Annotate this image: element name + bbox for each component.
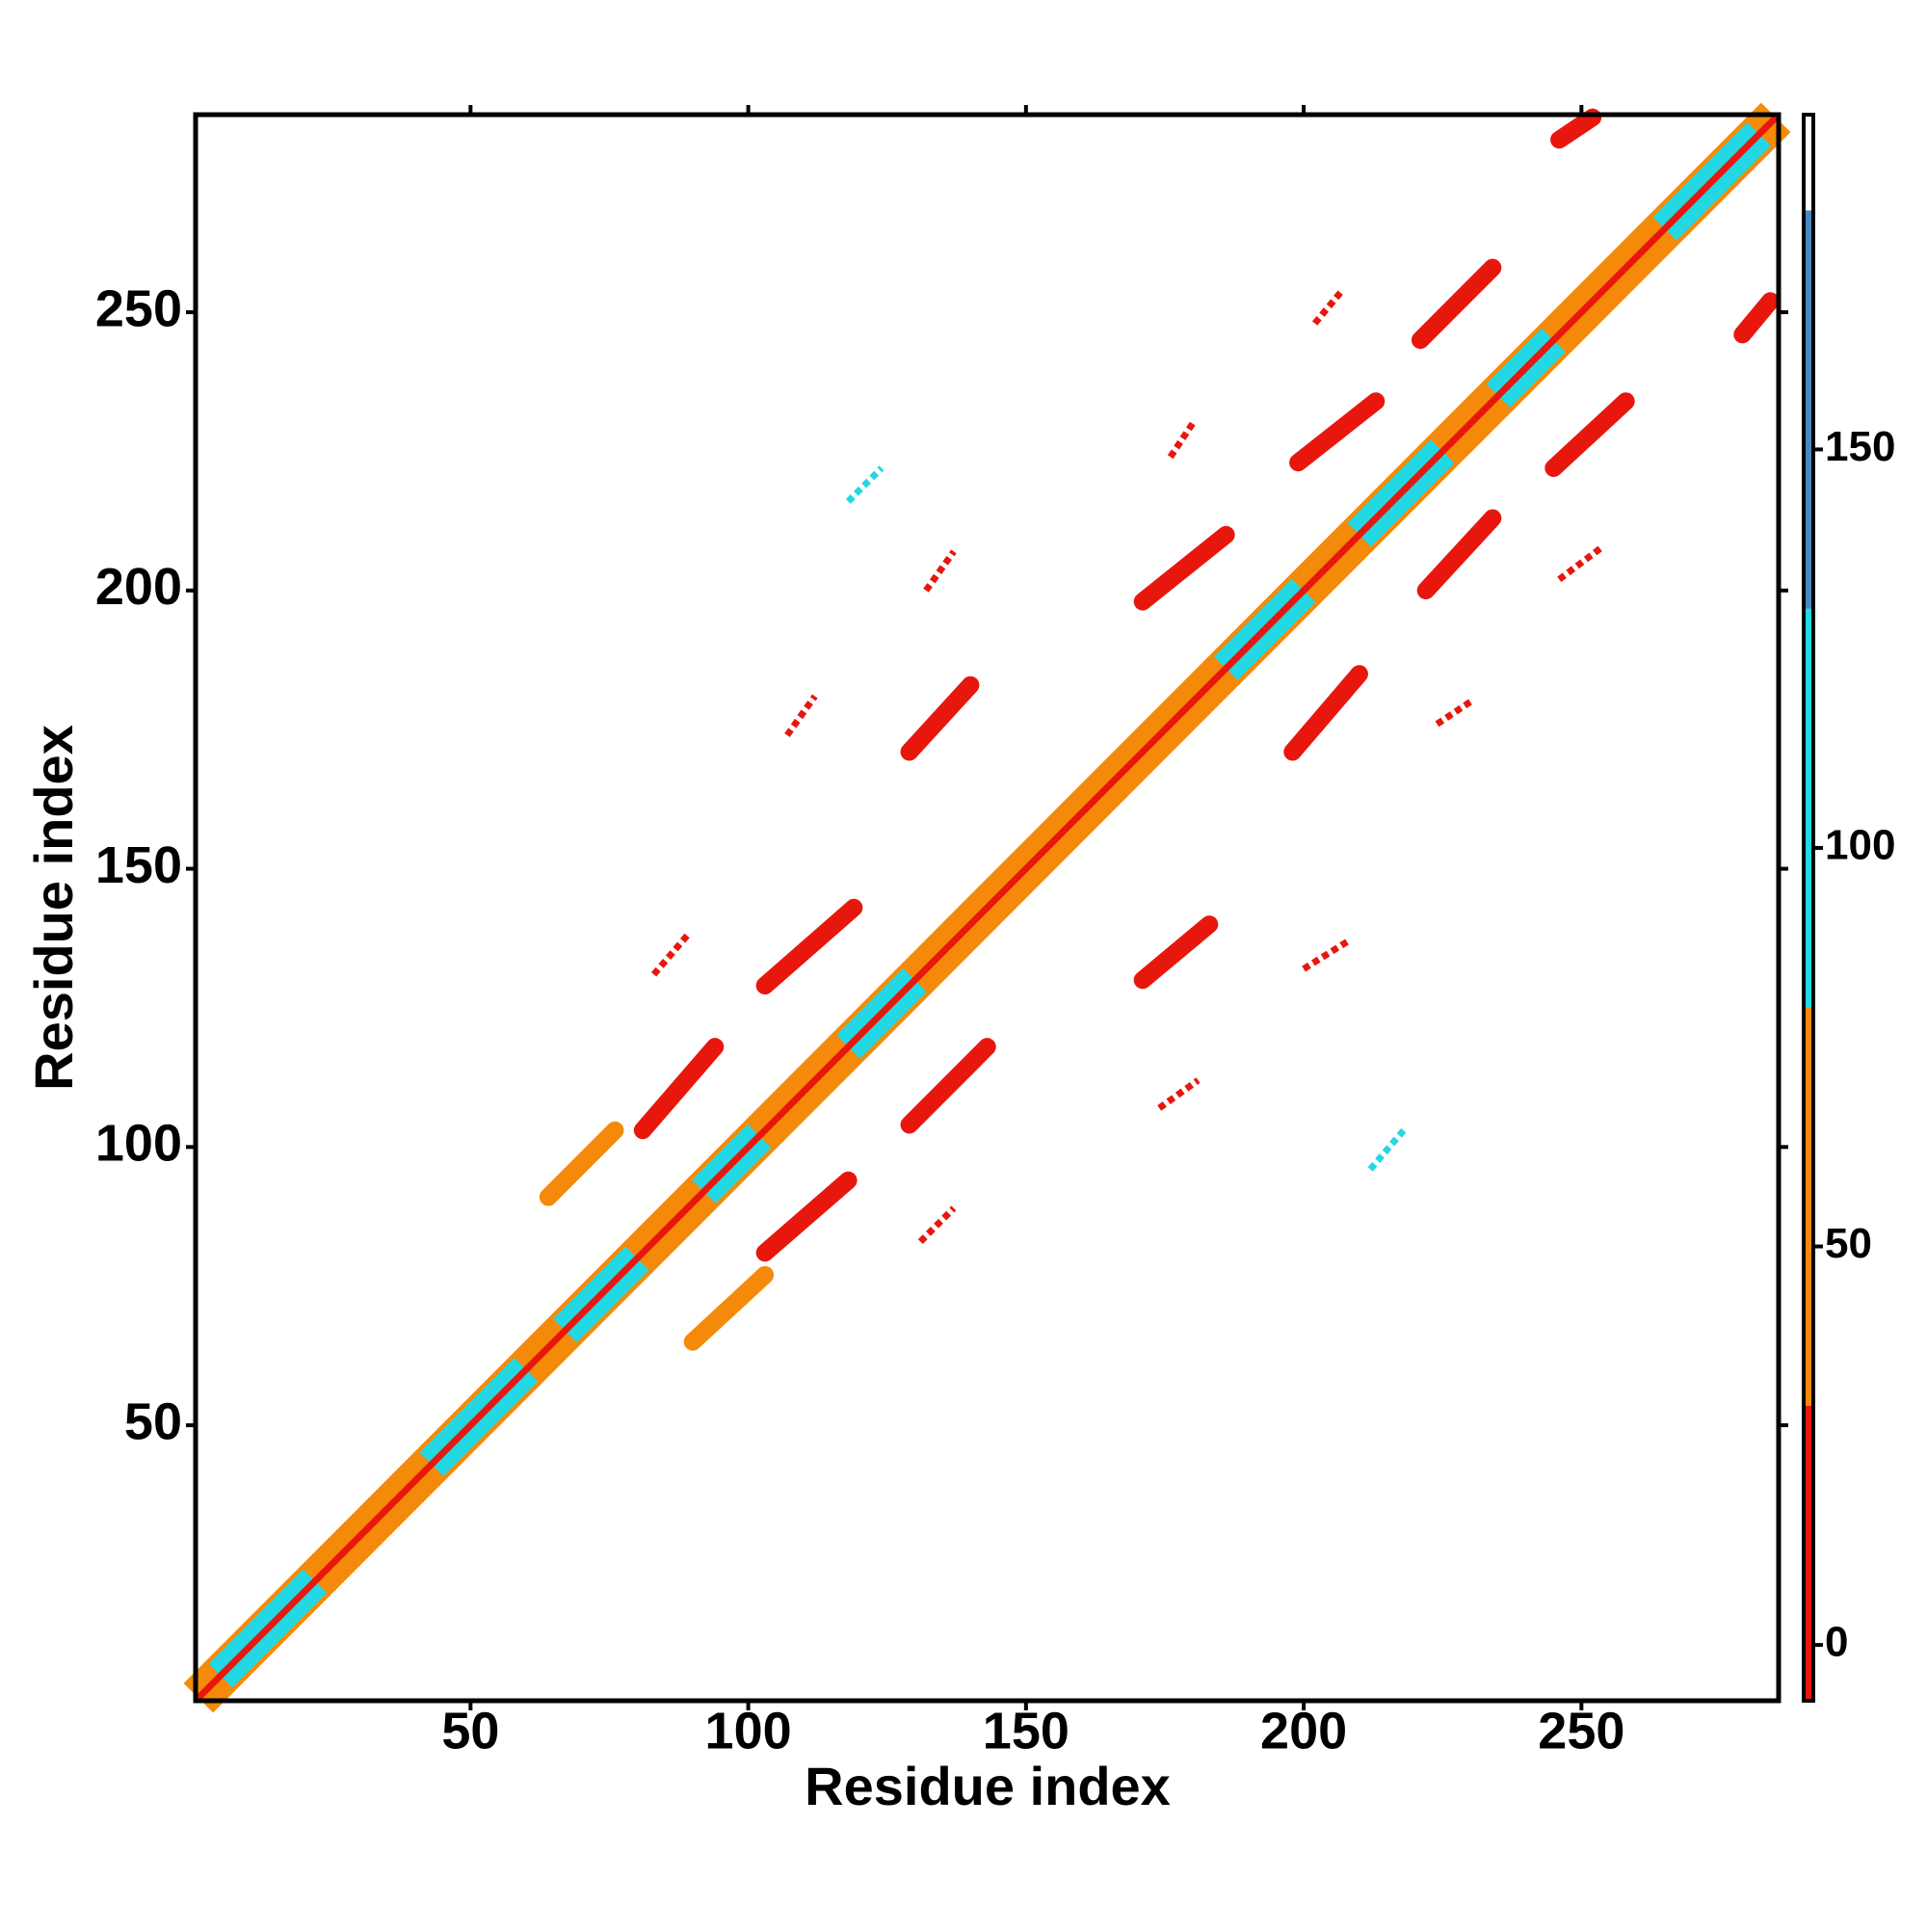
x-tick-label: 250: [1538, 1702, 1624, 1760]
weak-contact: [923, 549, 957, 593]
contact-stripe: [900, 675, 980, 761]
colorbar-segment: [1804, 608, 1813, 1008]
colorbar-tick-label: 100: [1825, 822, 1895, 869]
weak-contact: [1302, 938, 1351, 972]
contact-stripe: [1544, 392, 1635, 477]
y-tick-label: 150: [95, 836, 182, 894]
weak-contact: [1157, 1077, 1201, 1111]
weak-contact: [1311, 287, 1346, 326]
colorbar-tick-label: 50: [1825, 1220, 1872, 1267]
plot-frame: [193, 112, 1782, 1704]
contact-stripe: [1133, 525, 1235, 611]
contact-stripe: [1733, 292, 1780, 344]
contact-stripe: [1133, 915, 1219, 990]
contact-stripe: [1283, 665, 1368, 761]
weak-contact: [917, 1205, 957, 1244]
y-tick-label: 250: [95, 279, 182, 337]
y-axis-title: Residue index: [23, 725, 84, 1091]
y-tick-label: 50: [124, 1392, 182, 1450]
contact-stripe: [683, 1265, 775, 1351]
contact-stripe: [633, 1038, 725, 1140]
colorbar-segment: [1804, 210, 1813, 609]
contact-stripe: [900, 1038, 996, 1134]
colorbar-segment: [1804, 1405, 1813, 1701]
contact-stripe: [539, 1121, 624, 1206]
contact-stripe: [1411, 258, 1502, 350]
x-tick-label: 100: [705, 1702, 792, 1760]
y-tick-label: 100: [95, 1115, 182, 1173]
plot-marks: [183, 102, 1791, 1713]
x-axis-title: Residue index: [805, 1756, 1171, 1816]
weak-contact: [784, 694, 818, 737]
contact-stripe: [1416, 509, 1502, 600]
weak-contact: [845, 465, 884, 504]
colorbar-tick-label: 0: [1825, 1619, 1848, 1666]
x-tick-label: 150: [983, 1702, 1069, 1760]
weak-contact: [1367, 1127, 1407, 1172]
weak-contact: [650, 933, 690, 977]
contact-stripe: [1289, 392, 1386, 472]
y-tick-label: 200: [95, 558, 182, 616]
colorbar-frame: [1802, 113, 1815, 1703]
colorbar-tick-label: 150: [1825, 423, 1895, 470]
contact-stripe: [755, 898, 863, 995]
contact-stripe: [1550, 108, 1602, 149]
x-tick-label: 50: [441, 1702, 499, 1760]
weak-contact: [1167, 421, 1196, 460]
contact-stripe: [755, 1171, 858, 1262]
colorbar-segment: [1804, 1007, 1813, 1406]
diagonal-band: [196, 115, 1779, 1701]
colorbar-segment: [1804, 115, 1813, 211]
x-tick-label: 200: [1260, 1702, 1347, 1760]
weak-contact: [1435, 699, 1472, 728]
weak-contact: [1557, 543, 1606, 583]
